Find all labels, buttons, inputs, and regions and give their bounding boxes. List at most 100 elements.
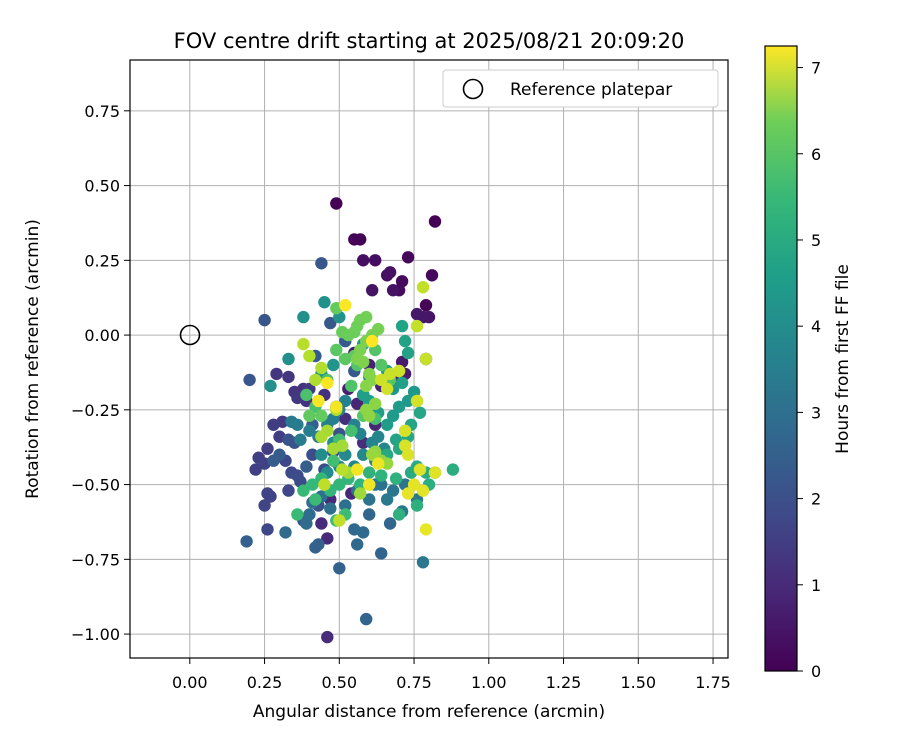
data-point	[339, 394, 352, 408]
y-tick-label: −0.25	[71, 401, 120, 420]
data-point	[360, 310, 373, 324]
colorbar-gradient	[764, 45, 798, 672]
x-tick-label: 0.75	[396, 673, 432, 692]
legend-box	[442, 69, 719, 108]
data-point	[321, 532, 334, 545]
data-point	[354, 478, 367, 491]
data-point	[392, 400, 406, 413]
x-tick-label: 1.00	[471, 673, 507, 692]
data-point	[327, 358, 340, 372]
data-point	[419, 299, 433, 312]
data-point	[419, 352, 433, 366]
colorbar-tick-label: 2	[811, 490, 821, 509]
data-point	[267, 454, 280, 467]
data-point	[243, 373, 256, 387]
data-point	[428, 215, 442, 228]
y-tick-label: 0.00	[84, 326, 120, 345]
y-axis-label: Rotation from reference (arcmin)	[23, 219, 43, 499]
data-point	[386, 284, 400, 297]
data-point	[398, 424, 412, 437]
data-point	[315, 430, 328, 443]
colorbar-ticks: 0 1 2 3 4 5 6 7	[797, 59, 821, 681]
data-point	[324, 316, 337, 330]
data-point	[351, 397, 364, 410]
data-point	[383, 266, 397, 279]
data-point	[410, 319, 424, 333]
data-point	[324, 502, 337, 515]
data-point	[297, 310, 310, 324]
data-point	[380, 382, 394, 396]
data-point	[401, 394, 415, 408]
data-point	[282, 352, 295, 366]
data-point	[401, 487, 415, 500]
x-axis-ticks: 0.00 0.25 0.50 0.75 1.00 1.25 1.50 1.75	[172, 658, 731, 692]
data-point	[416, 556, 430, 569]
data-point	[339, 299, 352, 312]
data-point	[357, 526, 370, 539]
legend-label: Reference platepar	[510, 80, 672, 100]
data-point	[363, 508, 376, 521]
data-point	[258, 499, 271, 512]
data-point	[363, 493, 376, 506]
data-point	[294, 433, 307, 446]
data-point	[339, 412, 352, 425]
data-point	[351, 463, 364, 476]
data-point	[333, 478, 346, 491]
data-point	[315, 448, 328, 461]
data-point	[345, 379, 358, 393]
data-point	[380, 418, 394, 431]
data-point	[348, 233, 361, 246]
data-point	[401, 251, 415, 264]
data-point	[398, 334, 412, 348]
data-point	[363, 478, 376, 491]
data-point	[375, 373, 388, 387]
data-point	[375, 547, 388, 560]
colorbar-tick-label: 3	[811, 403, 821, 422]
legend: Reference platepar	[442, 69, 719, 108]
data-point	[357, 355, 370, 369]
data-point	[312, 394, 325, 408]
data-point	[291, 418, 304, 431]
y-tick-label: −0.50	[71, 476, 120, 495]
data-point	[446, 463, 460, 476]
data-point	[327, 454, 340, 467]
data-point	[291, 508, 304, 521]
data-point	[425, 269, 439, 282]
data-point	[360, 612, 373, 626]
data-point	[321, 630, 334, 644]
data-point	[354, 487, 367, 500]
data-point	[279, 526, 292, 539]
data-point	[389, 472, 403, 485]
data-point	[303, 508, 316, 521]
data-point	[369, 397, 382, 410]
data-point	[372, 430, 385, 443]
colorbar-tick-label: 4	[811, 317, 821, 336]
data-point	[267, 418, 280, 431]
data-point	[416, 281, 430, 294]
reference-platepar-marker	[179, 324, 201, 346]
data-point	[357, 448, 370, 461]
x-tick-label: 1.75	[695, 673, 731, 692]
colorbar-label: Hours from first FF file	[833, 264, 853, 454]
data-point	[315, 361, 328, 375]
data-point	[300, 460, 313, 473]
data-point	[297, 337, 310, 351]
data-point	[300, 388, 313, 402]
x-axis-label: Angular distance from reference (arcmin)	[253, 702, 605, 722]
data-point	[366, 334, 379, 348]
data-point	[249, 463, 262, 476]
data-point	[392, 364, 406, 378]
data-point	[339, 499, 352, 512]
data-point	[297, 484, 310, 497]
data-point	[282, 484, 295, 497]
data-point	[413, 406, 427, 419]
data-point	[410, 307, 424, 321]
data-point	[392, 508, 406, 521]
y-tick-label: −1.00	[71, 625, 120, 644]
data-point	[303, 409, 316, 422]
data-point	[401, 448, 415, 461]
data-point	[261, 523, 274, 536]
chart-title: FOV centre drift starting at 2025/08/21 …	[174, 29, 685, 53]
colorbar-tick-label: 6	[811, 145, 821, 164]
